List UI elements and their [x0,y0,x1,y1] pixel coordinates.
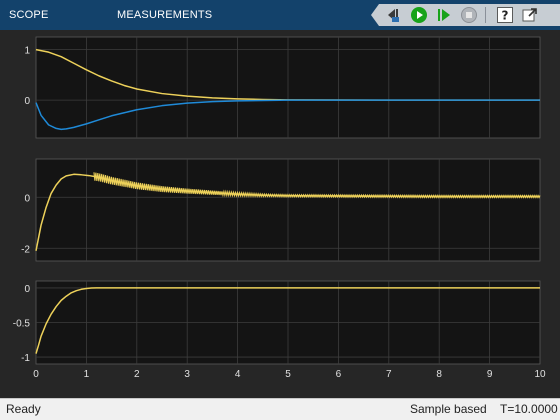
plot-3-xtick-label: 7 [386,369,392,380]
plot-2-ytick-label: 0 [24,193,30,204]
svg-text:?: ? [502,9,509,23]
plot-3-xtick-label: 5 [285,369,291,380]
help-button[interactable]: ? [495,5,515,25]
tab-measurements[interactable]: MEASUREMENTS [117,9,213,21]
status-simulation-time: T=10.0000 [500,402,558,416]
plot-3-ytick-label: 0 [24,284,30,295]
plot-2-series-1-ripple [93,172,541,199]
plot-3-xtick-label: 9 [487,369,493,380]
step-forward-icon [438,9,450,21]
plot-3-xtick-label: 8 [436,369,442,380]
plot-3-series-1-line [35,287,540,354]
stop-button[interactable] [459,5,479,25]
undock-button[interactable] [520,5,540,25]
plot-1-ytick-label: 0 [24,96,30,107]
toolstrip: SCOPE MEASUREMENTS ? [0,0,560,30]
run-icon [411,7,427,23]
scope-plots: 100-20-0.5-10 1 2 3 4 5 6 7 8 9 10 [13,36,546,380]
plot-3-ytick-label: -1 [21,353,30,364]
plot-3-xtick-label: 10 [534,369,546,380]
plot-1-series-2-line [35,99,540,131]
plot-3-xtick-label: 3 [184,369,190,380]
status-bar: Ready Sample based T=10.0000 [0,398,560,420]
undock-icon [522,8,537,22]
plot-3-xtick-label: 1 [84,369,90,380]
toolbar-separator [485,7,486,23]
run-button[interactable] [409,5,429,25]
plot-3-xtick-label: 2 [134,369,140,380]
plot-3-xtick-label: 4 [235,369,241,380]
help-icon: ? [497,7,513,23]
plot-1-ytick-label: 1 [24,46,30,57]
plot-2-ytick-label: -2 [21,244,30,255]
step-back-button[interactable] [383,5,403,25]
tab-scope[interactable]: SCOPE [9,9,49,21]
step-back-icon [388,9,399,22]
step-forward-button[interactable] [434,5,454,25]
status-ready-text: Ready [6,402,41,416]
stop-icon [461,7,477,23]
plot-3-xtick-label: 0 [33,369,39,380]
plot-3-xtick-label: 6 [336,369,342,380]
plot-3-ytick-label: -0.5 [13,319,31,330]
status-sample-mode: Sample based [410,402,487,416]
